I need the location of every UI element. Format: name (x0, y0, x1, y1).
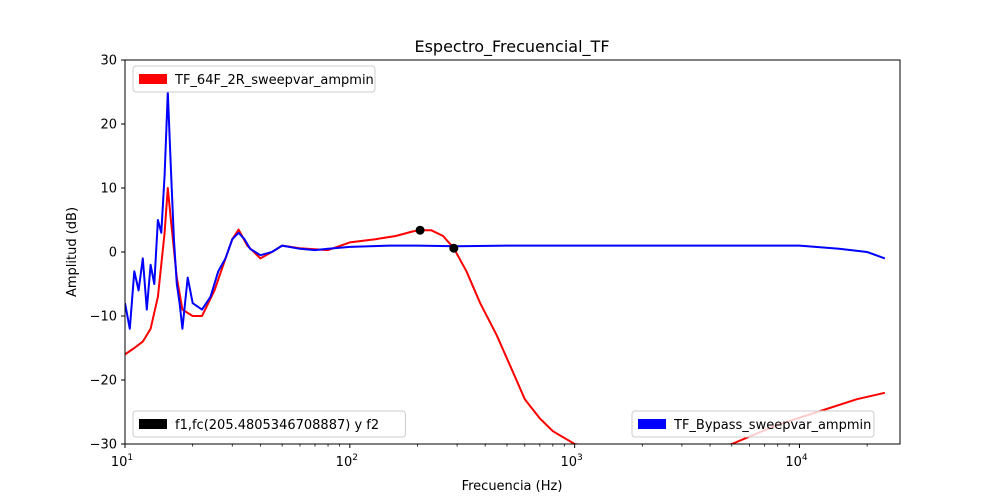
y-tick-label-2: −10 (90, 310, 117, 325)
y-tick-label-1: −20 (90, 374, 117, 389)
y-tick-label-3: 0 (109, 246, 117, 261)
legend-layer: TF_64F_2R_sweepvar_ampmin TF_Bypass_sweep… (132, 65, 875, 438)
legend-box-0 (132, 65, 376, 93)
series-line-1 (125, 91, 886, 330)
legend-swatch-2 (139, 419, 167, 429)
legend-swatch-1 (638, 419, 666, 429)
legend-label-2: f1,fc(205.4805346708887) y f2 (175, 418, 379, 433)
legend-box-1 (631, 410, 875, 438)
y-tick-label-6: 30 (100, 54, 117, 69)
chart-title: Espectro_Frecuencial_TF (414, 37, 609, 57)
y-tick-label-5: 20 (100, 118, 117, 133)
legend-label-1: TF_Bypass_sweepvar_ampmin (673, 418, 871, 433)
marker-point-0 (415, 225, 425, 235)
y-axis-label: Amplitud (dB) (65, 207, 80, 297)
series-layer (125, 91, 886, 444)
x-axis-label: Frecuencia (Hz) (462, 479, 563, 494)
legend-swatch-0 (139, 74, 167, 84)
y-tick-label-4: 10 (100, 182, 117, 197)
marker-point-1 (449, 243, 459, 253)
legend-box-2 (132, 410, 406, 438)
y-tick-label-0: −30 (90, 438, 117, 453)
legend-label-0: TF_64F_2R_sweepvar_ampmin (174, 73, 374, 88)
